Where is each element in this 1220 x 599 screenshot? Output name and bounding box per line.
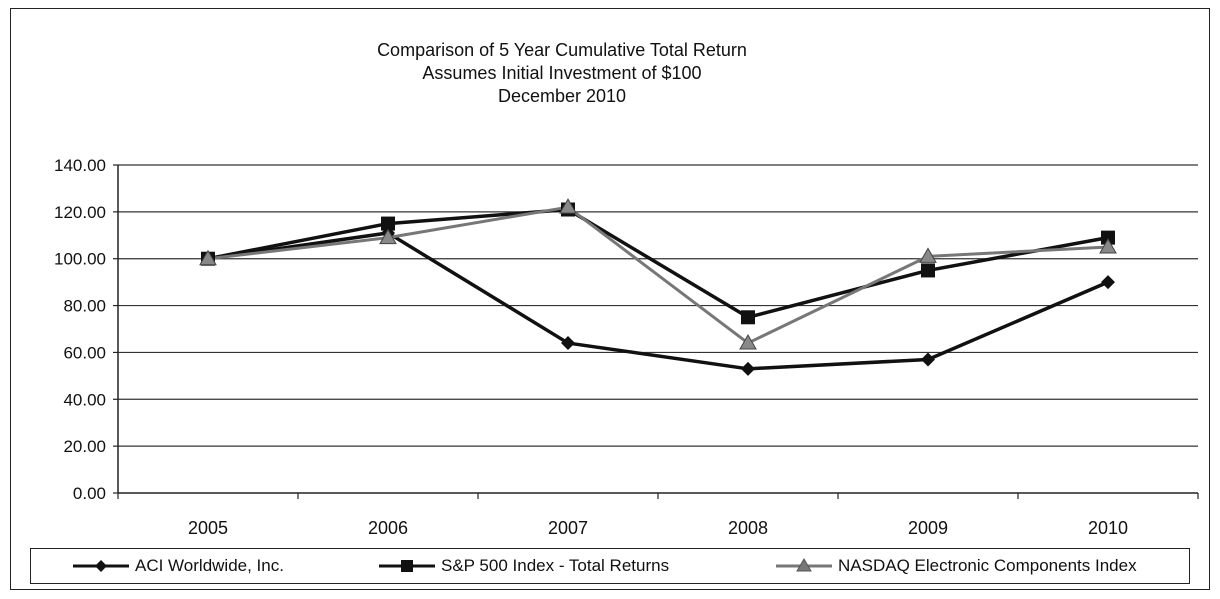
y-tick-label: 100.00 — [54, 250, 106, 269]
legend-item-nasdaq: NASDAQ Electronic Components Index — [774, 549, 1137, 583]
x-tick-label: 2007 — [548, 518, 588, 538]
legend-item-aci: ACI Worldwide, Inc. — [71, 549, 284, 583]
data-point-triangle — [379, 228, 397, 245]
legend-item-sp500: S&P 500 Index - Total Returns — [377, 549, 669, 583]
data-point-square — [921, 263, 935, 278]
y-tick-label: 20.00 — [63, 437, 106, 456]
data-point-triangle — [559, 198, 577, 214]
data-point-triangle — [199, 249, 217, 266]
data-point-triangle — [739, 334, 757, 350]
series-line-diamond — [207, 231, 1109, 371]
chart-title-block: Comparison of 5 Year Cumulative Total Re… — [11, 39, 1113, 108]
series-line-square — [207, 207, 1109, 320]
x-tick-label: 2008 — [728, 518, 768, 538]
legend-marker-square — [379, 560, 435, 572]
legend-marker-diamond — [73, 560, 129, 572]
data-point-diamond — [561, 336, 575, 351]
data-point-triangle — [1099, 237, 1117, 254]
y-tick-label: 120.00 — [54, 203, 106, 222]
chart-subtitle-date: December 2010 — [497, 86, 627, 106]
data-point-square — [741, 310, 755, 325]
chart-title: Comparison of 5 Year Cumulative Total Re… — [377, 40, 747, 60]
y-tick-label: 0.00 — [73, 484, 106, 503]
data-point-diamond — [1101, 275, 1115, 290]
y-tick-label: 60.00 — [63, 343, 106, 362]
y-tick-label: 40.00 — [63, 390, 106, 409]
legend-marker-triangle — [776, 558, 832, 572]
legend-label-aci: ACI Worldwide, Inc. — [135, 556, 284, 575]
data-point-square — [1101, 230, 1115, 245]
x-tick-label: 2006 — [368, 518, 408, 538]
legend: ACI Worldwide, Inc. S&P 500 Index - Tota… — [30, 548, 1190, 584]
x-tick-label: 2009 — [908, 518, 948, 538]
y-tick-label: 80.00 — [63, 297, 106, 316]
x-tick-label: 2010 — [1088, 518, 1128, 538]
y-tick-label: 140.00 — [54, 156, 106, 175]
legend-label-sp500: S&P 500 Index - Total Returns — [441, 556, 670, 575]
data-point-triangle — [919, 247, 937, 263]
data-point-square — [381, 216, 395, 231]
data-point-diamond — [921, 352, 935, 367]
data-point-diamond — [741, 361, 755, 376]
x-tick-label: 2005 — [188, 518, 228, 538]
legend-label-nasdaq: NASDAQ Electronic Components Index — [838, 556, 1137, 575]
series-line-triangle — [207, 205, 1109, 345]
chart-subtitle: Assumes Initial Investment of $100 — [422, 63, 702, 83]
